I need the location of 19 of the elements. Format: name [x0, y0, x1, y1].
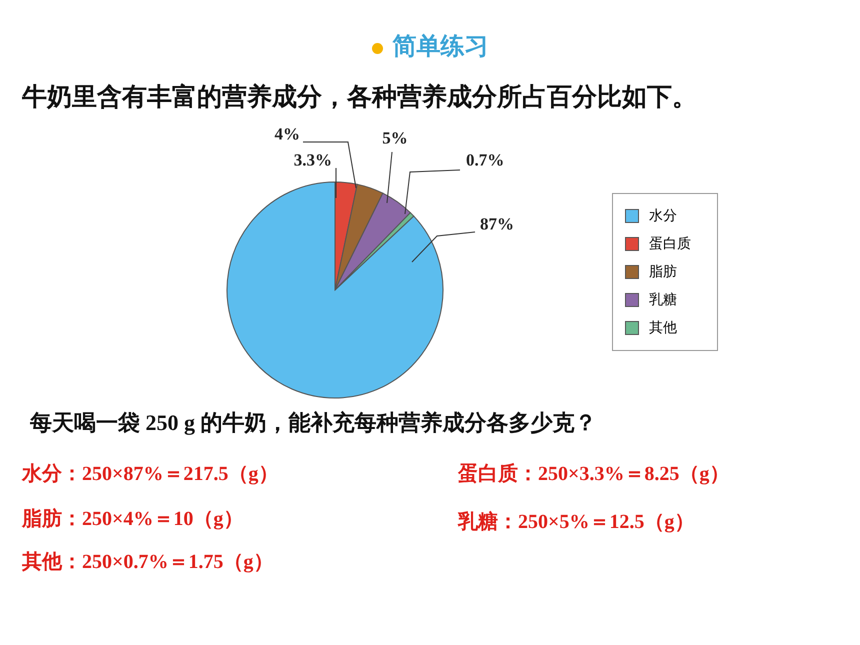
legend-label: 乳糖	[649, 292, 677, 309]
chart-subtitle: 牛奶里含有丰富的营养成分，各种营养成分所占百分比如下。	[22, 82, 697, 113]
data-label: 3.3%	[294, 150, 332, 170]
legend-label: 其他	[649, 320, 677, 337]
data-label: 5%	[382, 128, 408, 148]
legend-label: 蛋白质	[649, 236, 691, 253]
text: 每天喝一袋 250 g 的牛奶，能补充每种营养成分各多少克？	[30, 409, 596, 437]
chart-title: 简单练习	[392, 34, 488, 60]
legend-label: 水分	[649, 208, 677, 225]
data-label: 4%	[274, 124, 300, 144]
text: 乳糖：250×5%＝12.5（g）	[458, 510, 694, 535]
text: 水分：250×87%＝217.5（g）	[22, 462, 278, 487]
text: 其他：250×0.7%＝1.75（g）	[22, 550, 274, 575]
legend-label: 脂肪	[649, 264, 677, 281]
data-label: 87%	[480, 214, 514, 234]
pie-slice	[226, 182, 444, 398]
text: 脂肪：250×4%＝10（g）	[22, 507, 244, 532]
data-label: 0.7%	[466, 150, 504, 170]
text: 蛋白质：250×3.3%＝8.25（g）	[458, 462, 730, 487]
